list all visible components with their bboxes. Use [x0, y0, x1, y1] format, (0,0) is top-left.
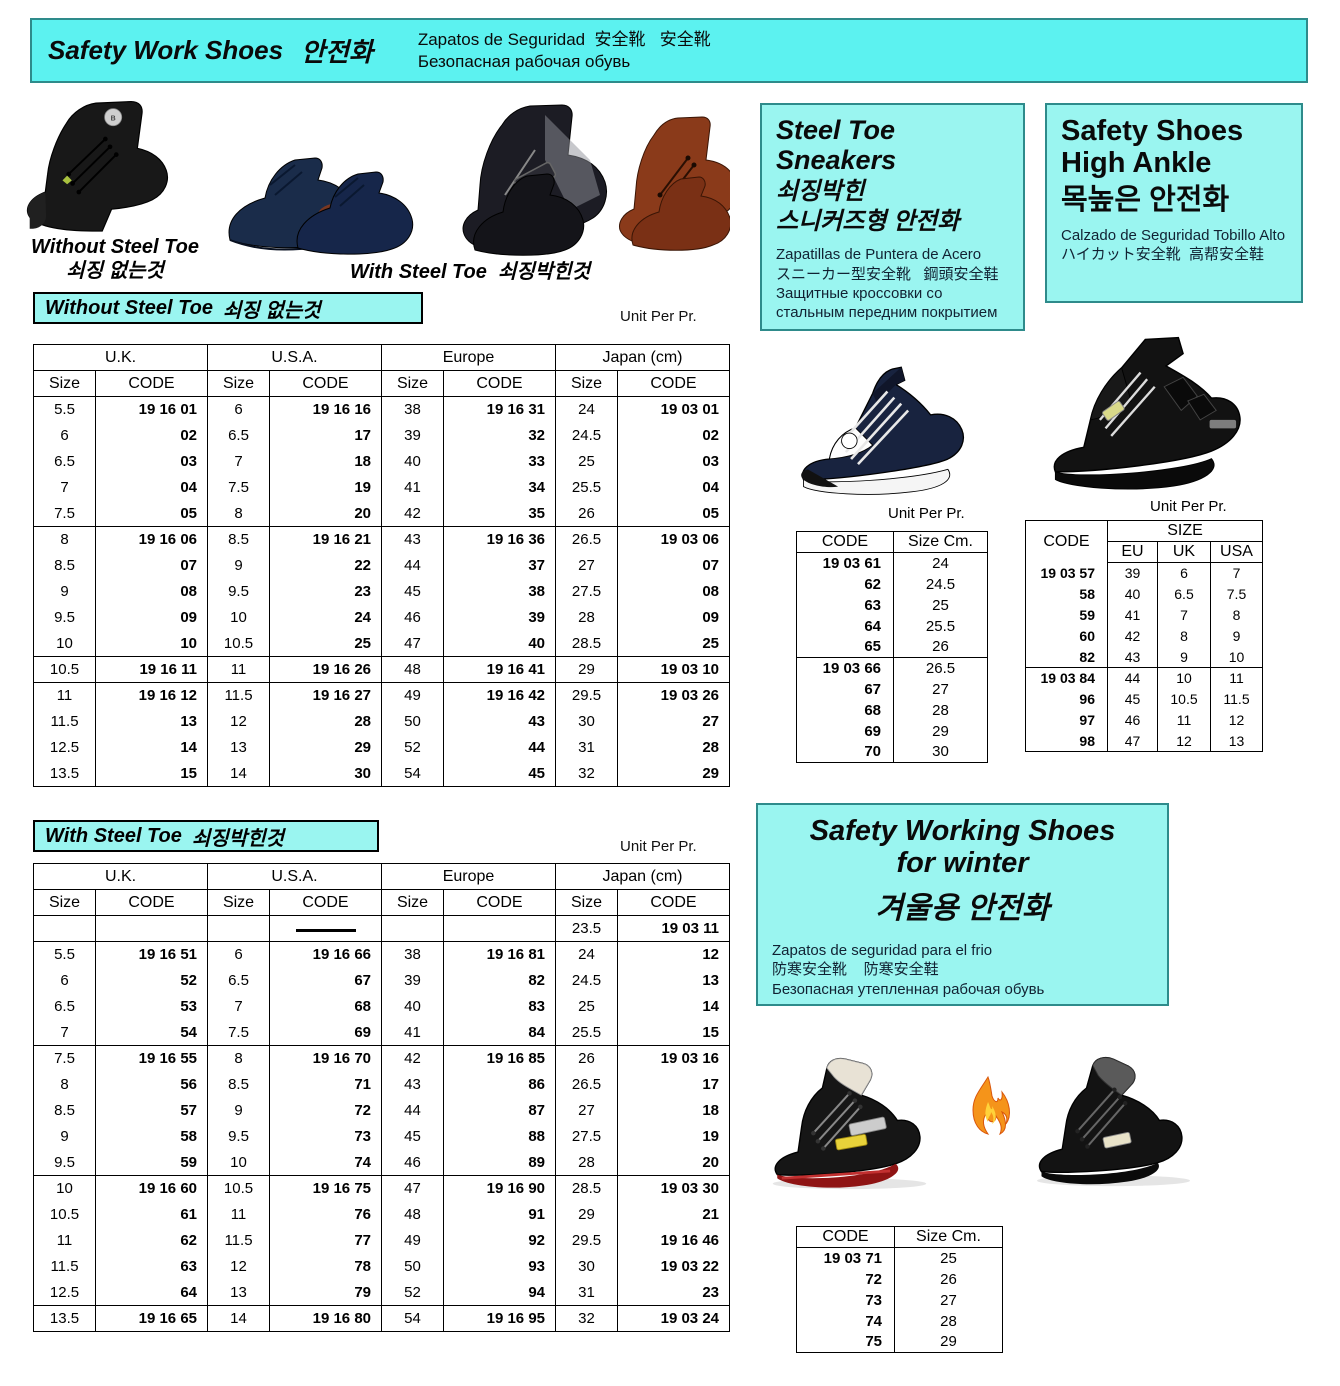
svg-text:B: B — [111, 115, 116, 122]
